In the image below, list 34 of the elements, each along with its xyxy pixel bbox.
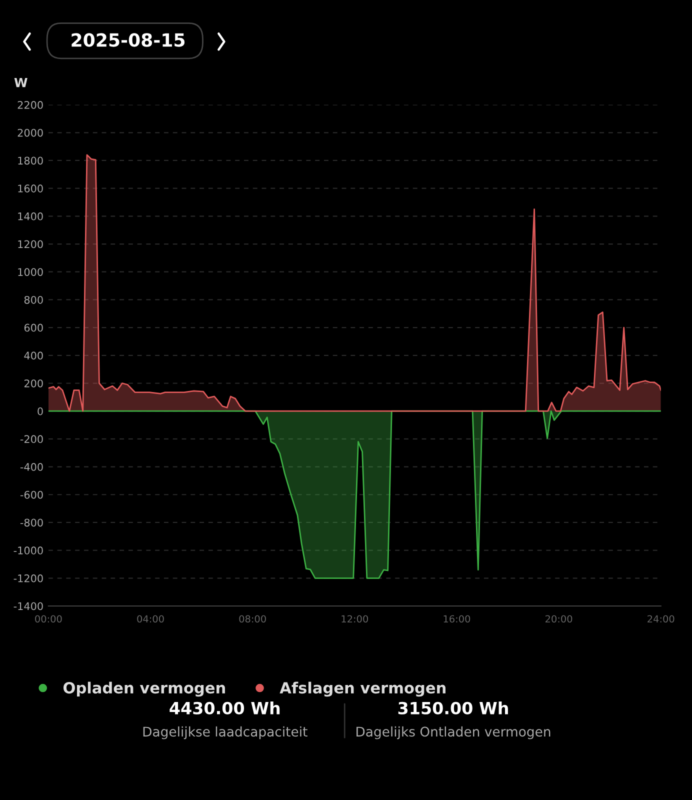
text: Dagelijkse laadcapaciteit (143, 726, 308, 740)
y-tick-label: 1000 (18, 268, 43, 276)
y-tick-label: -1400 (14, 602, 43, 610)
y-tick-label: 1200 (18, 240, 43, 248)
y-tick-label: 1600 (18, 184, 43, 192)
y-tick-label: -200 (20, 435, 43, 444)
x-tick-label: 08:00 (239, 615, 266, 623)
y-tick-label: 0 (38, 407, 43, 416)
y-tick-label: 1400 (18, 212, 43, 220)
text: 4430.00 Wh (170, 702, 280, 714)
text: Dagelijks Ontladen vermogen (356, 726, 550, 740)
y-tick-label: -1200 (14, 574, 43, 582)
legend-label: Opladen vermogen (63, 682, 225, 697)
y-tick-label: 2200 (18, 101, 43, 109)
x-tick-label: 16:00 (444, 615, 470, 623)
y-tick-label: 400 (24, 352, 43, 360)
y-tick-label: -800 (20, 518, 43, 527)
y-tick-label: -600 (20, 490, 43, 499)
y-tick-label: 2000 (18, 128, 43, 137)
x-tick-label: 24:00 (648, 615, 674, 623)
x-tick-label: 04:00 (137, 615, 164, 623)
y-tick-label: -1000 (14, 546, 43, 554)
y-axis-title: W (14, 78, 28, 88)
y-tick-label: 1800 (18, 156, 43, 165)
y-tick-label: -400 (20, 463, 43, 471)
x-tick-label: 20:00 (545, 615, 572, 623)
legend-label: Afslagen vermogen (280, 682, 446, 697)
text: 3150.00 Wh (398, 702, 508, 714)
y-tick-label: 600 (24, 324, 43, 332)
y-tick-label: 800 (24, 296, 43, 304)
x-tick-label: 12:00 (342, 615, 368, 623)
x-tick-label: 00:00 (35, 615, 62, 623)
y-tick-label: 200 (24, 379, 43, 388)
chart-title: 2025-08-15 (72, 33, 185, 47)
